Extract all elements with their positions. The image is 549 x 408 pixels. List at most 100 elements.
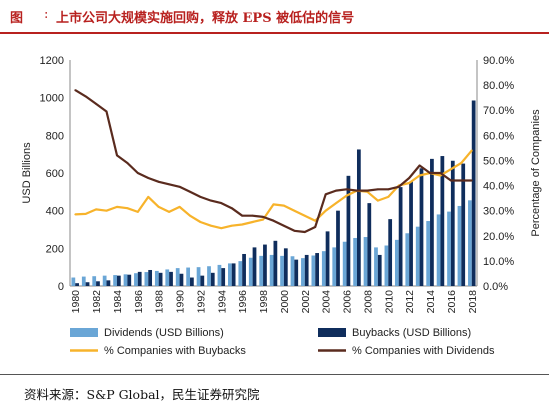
x-tick-label: 2018: [467, 290, 479, 314]
line-pct-dividends-point: [387, 188, 390, 191]
bar-buybacks: [367, 203, 372, 286]
bar-buybacks: [294, 259, 299, 286]
line-pct-dividends-point: [303, 231, 306, 233]
line-pct-dividends-point: [189, 190, 191, 193]
bar-buybacks: [325, 231, 330, 286]
line-pct-dividends-point: [408, 177, 411, 179]
y-tick-label-right: 90.0%: [483, 55, 514, 67]
bar-buybacks: [273, 240, 278, 286]
line-pct-dividends-point: [262, 216, 264, 218]
line-pct-dividends-point: [220, 202, 223, 205]
bar-buybacks: [409, 181, 413, 286]
line-pct-buybacks-point: [95, 208, 97, 211]
x-tick-label: 1990: [175, 290, 187, 314]
line-pct-buybacks-point: [168, 211, 171, 213]
bar-buybacks: [315, 253, 320, 286]
bar-dividends: [280, 255, 284, 286]
line-pct-buybacks-point: [418, 174, 421, 177]
line-pct-buybacks-point: [199, 221, 202, 223]
line-pct-buybacks-point: [439, 174, 442, 177]
bar-buybacks: [137, 271, 142, 286]
bar-dividends: [102, 275, 107, 286]
bar-dividends: [301, 258, 305, 286]
line-pct-dividends-point: [136, 172, 139, 174]
bar-dividends: [196, 267, 201, 286]
line-pct-dividends-point: [116, 154, 118, 157]
y-tick-label-left: 1000: [40, 93, 64, 105]
line-pct-buybacks-point: [387, 195, 390, 198]
line-pct-buybacks-point: [105, 209, 108, 212]
line-pct-dividends-point: [126, 162, 129, 164]
line-pct-buybacks-point: [324, 209, 327, 212]
bar-dividends: [144, 272, 149, 286]
line-pct-dividends-point: [95, 103, 97, 105]
bar-dividends: [353, 237, 357, 286]
bar-dividends: [165, 269, 170, 286]
bar-dividends: [248, 257, 253, 286]
line-pct-buybacks-point: [303, 214, 306, 217]
line-pct-dividends-point: [74, 89, 77, 92]
bar-dividends: [175, 268, 180, 286]
x-tick-label: 2008: [362, 290, 374, 314]
y-tick-label-left: 400: [46, 206, 64, 218]
bar-buybacks: [85, 282, 90, 286]
x-tick-label: 1996: [237, 290, 249, 314]
y-tick-label-right: 0.0%: [483, 281, 508, 293]
bar-dividends: [123, 274, 128, 286]
x-tick-label: 1998: [258, 290, 270, 314]
line-pct-dividends-point: [356, 189, 358, 192]
line-pct-dividends-point: [439, 172, 442, 174]
figure-label: 图: [10, 11, 24, 26]
bar-dividends: [363, 237, 368, 286]
bar-buybacks: [179, 273, 184, 286]
bar-buybacks: [210, 272, 215, 286]
bar-dividends: [374, 247, 378, 286]
line-pct-dividends-point: [199, 195, 202, 198]
bar-buybacks: [346, 175, 351, 286]
legend-buybacks-swatch: [318, 328, 346, 337]
line-pct-buybacks-point: [251, 221, 254, 223]
line-pct-dividends-point: [460, 179, 463, 182]
line-pct-dividends-point: [105, 110, 108, 113]
line-pct-dividends-point: [178, 185, 181, 188]
figure-separator: :: [44, 7, 49, 22]
y-tick-label-left: 0: [58, 281, 64, 293]
line-pct-dividends-point: [418, 164, 421, 167]
line-pct-dividends-point: [147, 177, 150, 179]
legend-pct-buybacks-label: % Companies with Buybacks: [104, 345, 246, 357]
line-pct-buybacks-point: [293, 209, 296, 212]
x-tick-label: 2006: [342, 290, 354, 314]
y-tick-label-right: 40.0%: [483, 181, 514, 193]
bar-dividends: [154, 270, 159, 286]
line-pct-dividends-point: [251, 214, 254, 217]
bar-dividends: [259, 255, 264, 286]
line-pct-buybacks-point: [84, 213, 87, 215]
bar-dividends: [71, 277, 76, 286]
y-tick-label-left: 1200: [40, 55, 64, 67]
x-tick-label: 2010: [383, 290, 395, 314]
line-pct-buybacks-point: [314, 219, 317, 222]
bar-dividends: [468, 200, 472, 286]
x-tick-label: 2016: [446, 290, 458, 314]
x-tick-label: 1984: [112, 290, 124, 314]
bar-dividends: [311, 255, 316, 286]
line-pct-dividends-point: [209, 199, 212, 202]
line-pct-buybacks-point: [335, 202, 338, 205]
legend-pct-dividends-label: % Companies with Dividends: [352, 345, 495, 357]
y-tick-label-right: 50.0%: [483, 155, 514, 167]
bar-buybacks: [430, 158, 434, 286]
line-pct-dividends-point: [429, 172, 431, 174]
bar-dividends: [81, 276, 86, 286]
line-pct-buybacks-point: [470, 149, 473, 152]
bar-dividends: [269, 254, 274, 286]
line-pct-buybacks-point: [189, 214, 191, 217]
bar-dividends: [394, 239, 399, 286]
y-tick-label-right: 70.0%: [483, 105, 514, 117]
y-tick-label-right: 20.0%: [483, 231, 514, 243]
bar-dividends: [342, 241, 347, 286]
y-tick-label-left: 800: [46, 130, 64, 142]
bar-buybacks: [75, 283, 79, 286]
bar-buybacks: [419, 168, 424, 286]
bar-dividends: [113, 275, 117, 286]
line-pct-dividends-point: [283, 224, 285, 227]
